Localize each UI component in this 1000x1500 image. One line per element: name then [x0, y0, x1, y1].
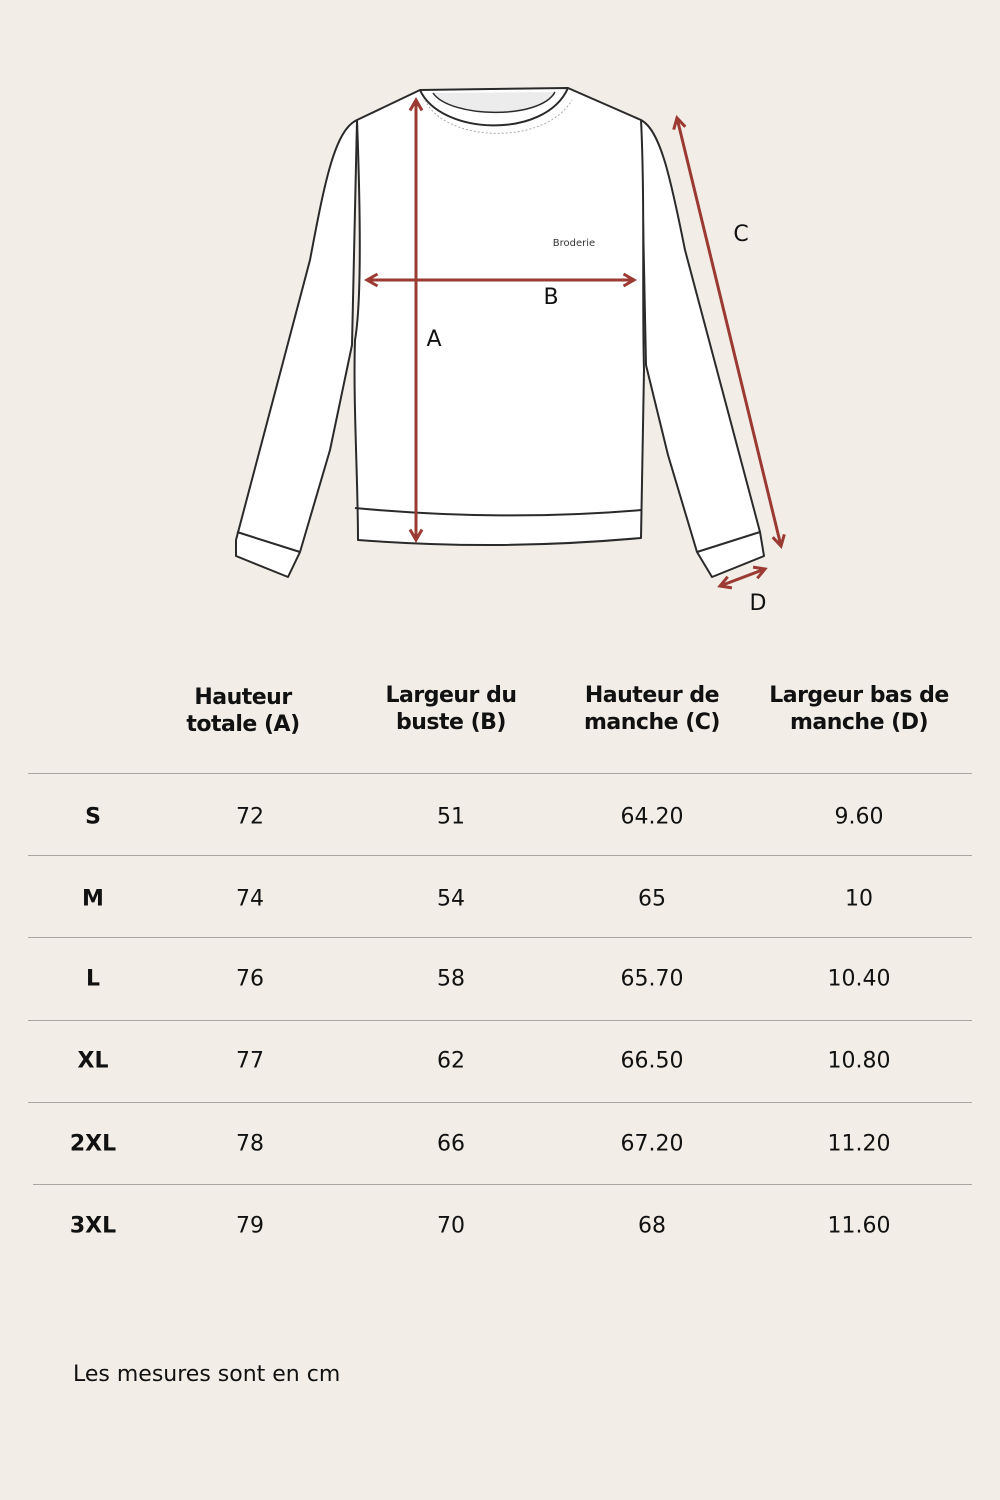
header-hauteur-totale: Hauteur totale (A): [143, 684, 343, 738]
header-line: Largeur bas de: [769, 683, 949, 708]
header-largeur-bas-manche: Largeur bas de manche (D): [759, 682, 959, 736]
size-label: M: [82, 886, 104, 912]
sweater-illustration: Broderie A B C D: [235, 87, 786, 616]
header-line: manche (C): [584, 710, 720, 735]
table-cell: 77: [236, 1048, 264, 1074]
table-cell: 62: [437, 1048, 465, 1074]
header-hauteur-manche: Hauteur de manche (C): [552, 682, 752, 736]
size-label: L: [85, 966, 101, 992]
label-d: D: [750, 591, 767, 616]
size-label: S: [85, 804, 101, 830]
header-line: manche (D): [789, 710, 929, 735]
table-cell: 67.20: [620, 1131, 684, 1157]
table-cell: 11.20: [827, 1131, 891, 1157]
label-b: B: [543, 285, 558, 310]
table-cell: 78: [236, 1131, 264, 1157]
measure-arrows: [363, 96, 786, 590]
row-divider: [28, 937, 972, 938]
row-divider: [33, 1184, 972, 1185]
header-line: Largeur du: [385, 683, 517, 708]
table-cell: 68: [638, 1213, 666, 1239]
label-a: A: [426, 327, 441, 352]
table-cell: 65: [638, 886, 666, 912]
table-cell: 64.20: [620, 804, 684, 830]
table-cell: 58: [437, 966, 465, 992]
row-divider: [28, 855, 972, 856]
units-note: Les mesures sont en cm: [73, 1362, 341, 1387]
table-cell: 76: [236, 966, 264, 992]
label-c: C: [733, 222, 748, 247]
table-cell: 65.70: [620, 966, 684, 992]
table-cell: 11.60: [827, 1213, 891, 1239]
size-label: 3XL: [69, 1213, 117, 1239]
table-cell: 54: [437, 886, 465, 912]
header-line: buste (B): [396, 710, 506, 735]
size-label: 2XL: [69, 1131, 117, 1157]
table-cell: 10.80: [827, 1048, 891, 1074]
arrow-d: [717, 565, 768, 590]
table-cell: 66: [437, 1131, 465, 1157]
header-largeur-buste: Largeur du buste (B): [351, 682, 551, 736]
size-label: XL: [77, 1048, 109, 1074]
table-cell: 66.50: [620, 1048, 684, 1074]
header-line: totale (A): [186, 712, 300, 737]
row-divider: [28, 1020, 972, 1021]
table-cell: 9.60: [834, 804, 884, 830]
table-cell: 74: [236, 886, 264, 912]
arrow-c: [672, 115, 786, 549]
row-divider: [28, 1102, 972, 1103]
table-cell: 79: [236, 1213, 264, 1239]
sweater-outline: [235, 87, 765, 578]
table-cell: 51: [437, 804, 465, 830]
header-line: Hauteur: [194, 685, 292, 710]
table-cell: 10: [845, 886, 873, 912]
embroidery-label: Broderie: [553, 238, 595, 249]
table-cell: 70: [437, 1213, 465, 1239]
table-cell: 72: [236, 804, 264, 830]
row-divider: [28, 773, 972, 774]
header-line: Hauteur de: [584, 683, 720, 708]
table-cell: 10.40: [827, 966, 891, 992]
